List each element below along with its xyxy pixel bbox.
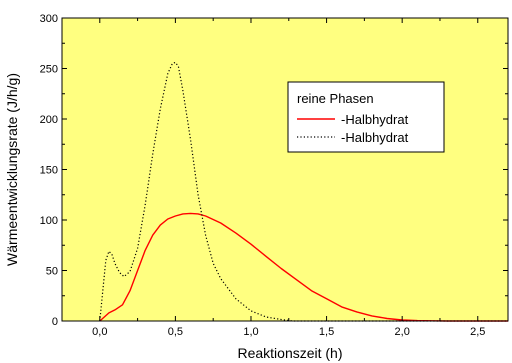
legend-label-solid: -Halbhydrat — [341, 112, 409, 127]
series-layer — [99, 61, 508, 322]
y-tick-label: 200 — [40, 114, 58, 126]
legend-title: reine Phasen — [297, 91, 374, 106]
x-tick-label: 2,0 — [395, 326, 410, 338]
series-line-dotted — [99, 61, 508, 322]
y-axis-title: Wärmeentwicklungsrate (J/h/g) — [4, 73, 20, 266]
series-line-solid — [99, 212, 508, 322]
y-tick-label: 150 — [40, 165, 58, 177]
x-tick-label: 1,0 — [243, 326, 258, 338]
y-tick-label: 250 — [40, 64, 58, 76]
y-tick-label: 100 — [40, 215, 58, 227]
plot-background — [62, 18, 508, 321]
legend: reine Phasen -Halbhydrat -Halbhydrat — [287, 81, 445, 153]
y-tick-label: 300 — [40, 13, 58, 25]
y-tick-label: 50 — [46, 266, 58, 278]
x-tick-label: 1,5 — [319, 326, 334, 338]
legend-box — [287, 81, 445, 153]
x-tick-label: 2,5 — [470, 326, 485, 338]
ticks-layer: 0,0 0,5 1,0 1,5 2,0 2,5 0 50 100 150 200 250 300 — [40, 13, 508, 338]
x-tick-label: 0,5 — [168, 326, 183, 338]
y-tick-label: 0 — [52, 316, 58, 328]
x-tick-label: 0,0 — [92, 326, 107, 338]
x-axis-title: Reaktionszeit (h) — [237, 345, 342, 361]
legend-label-dotted: -Halbhydrat — [341, 130, 409, 145]
